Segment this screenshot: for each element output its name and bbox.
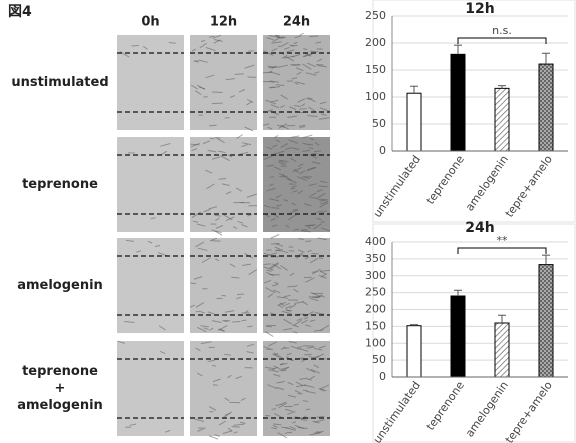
bar	[539, 265, 553, 377]
row-label: +	[55, 381, 66, 396]
significance-label: **	[497, 234, 509, 247]
cell	[299, 109, 306, 110]
column-header: 12h	[210, 15, 237, 30]
cell	[196, 311, 201, 312]
cell	[209, 436, 218, 439]
y-tick-label: 50	[372, 117, 386, 130]
x-tick-label: unstimulated	[371, 379, 423, 443]
cell	[235, 74, 244, 75]
chart-title: 12h	[465, 1, 494, 17]
y-tick-label: 200	[365, 303, 386, 316]
y-tick-label: 400	[365, 235, 386, 248]
cell	[232, 427, 240, 428]
x-tick-label: tepre+amelo	[503, 379, 555, 443]
cell	[247, 77, 256, 78]
bar	[451, 54, 465, 151]
chart-title: 24h	[465, 220, 494, 236]
cell	[312, 272, 318, 273]
micrograph	[190, 35, 257, 130]
micrograph	[190, 238, 257, 333]
micrograph	[117, 341, 184, 436]
cell	[314, 151, 321, 152]
cell	[222, 295, 226, 296]
y-tick-label: 50	[372, 353, 386, 366]
cell	[263, 72, 272, 73]
y-tick-label: 200	[365, 36, 386, 49]
cell	[305, 225, 314, 226]
cell	[247, 326, 252, 327]
bar	[539, 64, 553, 151]
y-tick-label: 250	[365, 9, 386, 22]
cell	[209, 125, 216, 126]
x-tick-label: unstimulated	[371, 153, 423, 220]
significance-bracket	[458, 248, 546, 254]
cell	[272, 409, 276, 410]
row-label: teprenone	[22, 177, 98, 192]
bar	[495, 88, 509, 151]
micrograph	[117, 238, 184, 333]
y-tick-label: 150	[365, 319, 386, 332]
cell	[304, 354, 311, 355]
micrograph	[190, 341, 257, 436]
y-tick-label: 100	[365, 336, 386, 349]
bar	[495, 323, 509, 377]
y-tick-label: 150	[365, 63, 386, 76]
bar	[407, 93, 421, 151]
x-tick-label: amelogenin	[463, 153, 511, 214]
bar	[451, 296, 465, 377]
bar	[407, 326, 421, 377]
x-tick-label: tepre+amelo	[503, 153, 555, 220]
cell	[310, 51, 318, 52]
row-label: teprenone	[22, 364, 98, 379]
micrograph	[117, 137, 184, 232]
y-tick-label: 100	[365, 90, 386, 103]
y-tick-label: 350	[365, 252, 386, 265]
y-tick-label: 250	[365, 286, 386, 299]
cell	[271, 244, 280, 245]
cell	[237, 294, 244, 295]
significance-label: n.s.	[492, 24, 512, 37]
cell	[271, 235, 279, 239]
x-tick-label: amelogenin	[463, 379, 511, 440]
column-header: 24h	[283, 15, 310, 30]
cell	[319, 258, 323, 259]
figure-label: 図4	[8, 4, 32, 20]
y-tick-label: 0	[379, 370, 386, 383]
row-label: amelogenin	[17, 398, 103, 413]
column-header: 0h	[141, 15, 159, 30]
cell	[263, 264, 271, 265]
cell	[131, 45, 139, 46]
cell	[292, 65, 300, 66]
micrograph	[117, 35, 184, 130]
row-label: unstimulated	[11, 75, 108, 90]
x-tick-label: teprenone	[424, 153, 467, 207]
y-tick-label: 300	[365, 269, 386, 282]
row-label: amelogenin	[17, 278, 103, 293]
figure: 図4 0h12h24hunstimulatedteprenoneamelogen…	[0, 0, 576, 443]
x-tick-label: teprenone	[424, 379, 467, 433]
cell	[298, 239, 303, 240]
y-tick-label: 0	[379, 144, 386, 157]
cell	[242, 320, 247, 321]
